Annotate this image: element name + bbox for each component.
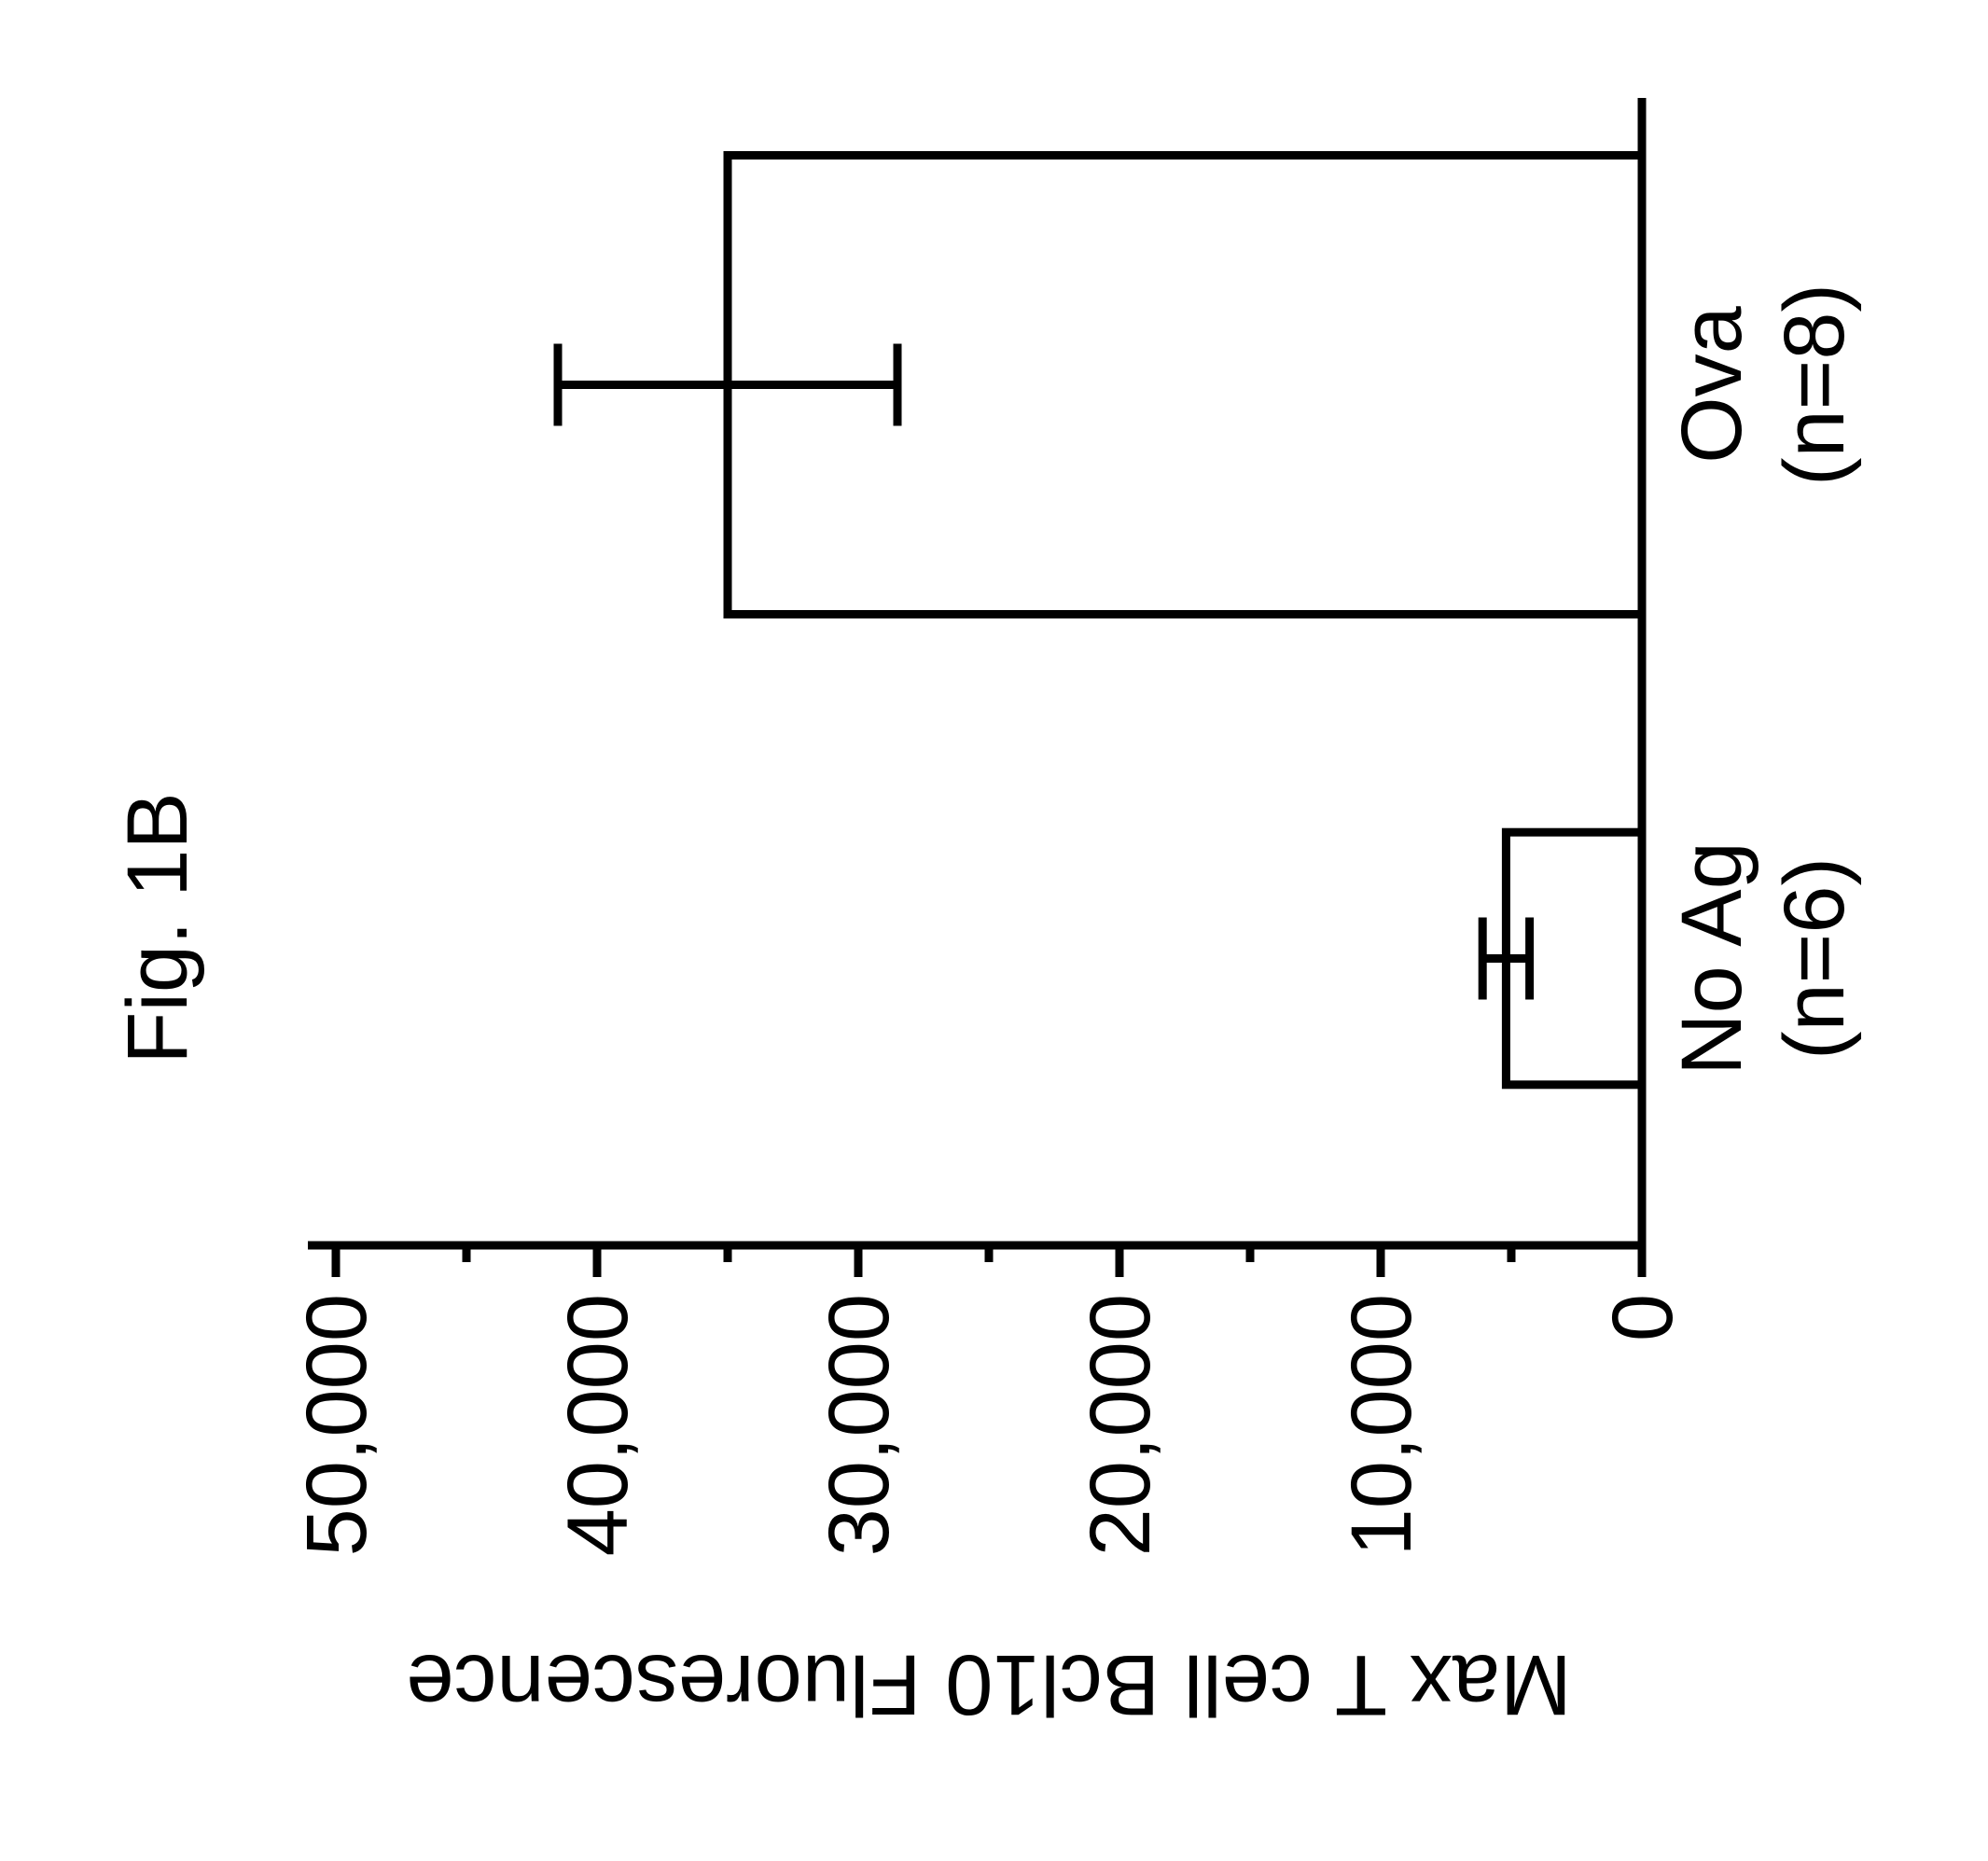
y-tick-label: 0	[1595, 1294, 1690, 1341]
x-category-label: Ova	[1664, 305, 1759, 464]
x-category-sublabel: (n=6)	[1767, 857, 1862, 1060]
chart-svg: Fig. 1B Max T cell Bcl10 Fluorescence 0 10,…	[0, 0, 1988, 1861]
y-tick-label: 40,000	[550, 1294, 646, 1556]
y-axis-label: Max T cell Bcl10 Fluorescence	[406, 1637, 1571, 1732]
y-tick-label: 10,000	[1334, 1294, 1429, 1556]
stage: Fig. 1B Max T cell Bcl10 Fluorescence 0 10,…	[0, 0, 1988, 1861]
x-category-label: No Ag	[1664, 841, 1759, 1076]
chart-rotated-wrap: Fig. 1B Max T cell Bcl10 Fluorescence 0 10,…	[0, 0, 1988, 1861]
y-tick-label: 30,000	[812, 1294, 907, 1556]
x-category-sublabel: (n=8)	[1767, 284, 1862, 486]
figure-title: Fig. 1B	[110, 792, 205, 1063]
y-tick-label: 50,000	[289, 1294, 384, 1556]
y-tick-label: 20,000	[1073, 1294, 1168, 1556]
